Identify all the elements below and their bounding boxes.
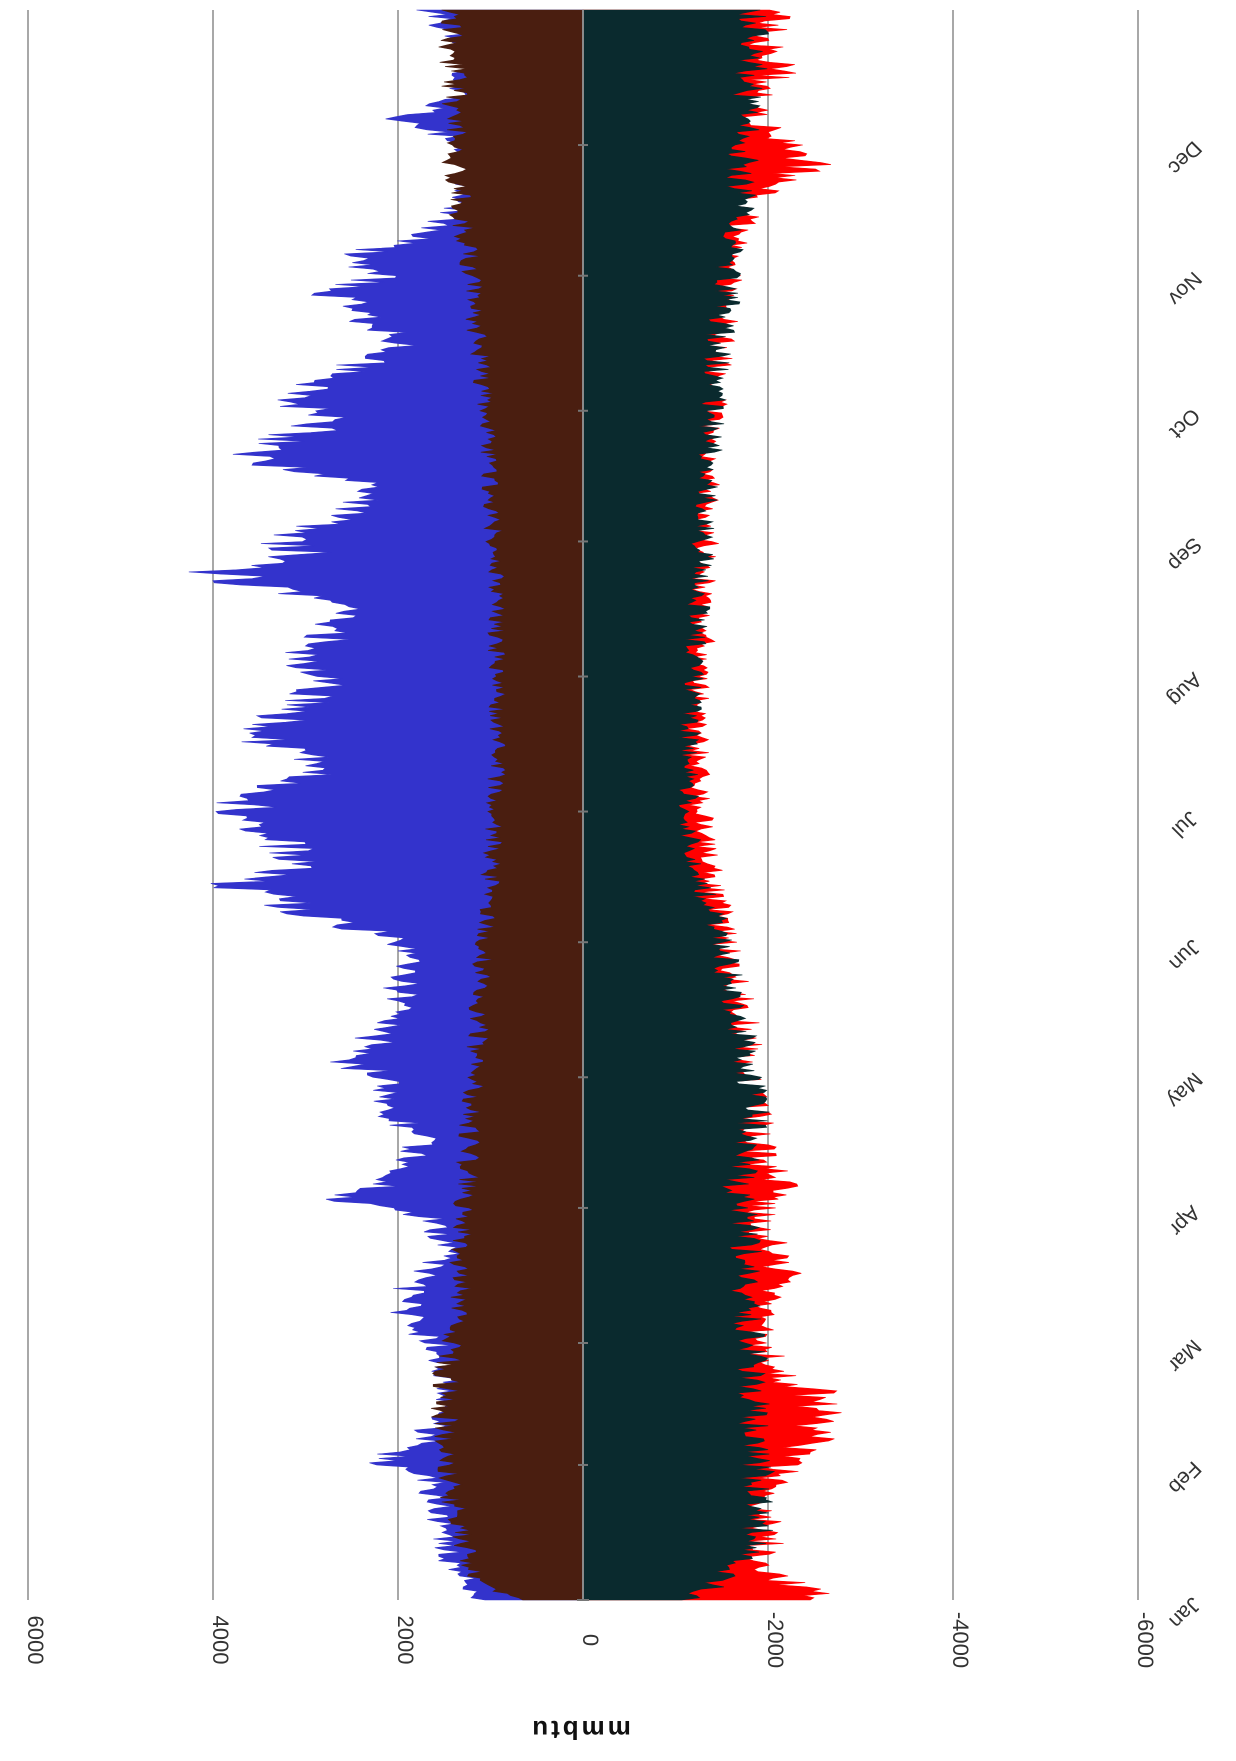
y-tick-label: 4000	[208, 1616, 233, 1665]
y-tick-label: -4000	[948, 1612, 973, 1668]
y-axis-title: mmbtu	[529, 1715, 631, 1745]
y-tick-label: -2000	[763, 1612, 788, 1668]
y-tick-label: -6000	[1133, 1612, 1158, 1668]
series-layer	[188, 9, 842, 1601]
series-area-positive-base	[430, 9, 584, 1601]
y-tick-label: 6000	[23, 1616, 48, 1665]
series-area-negative-base	[582, 9, 776, 1601]
y-tick-label: 0	[578, 1634, 603, 1646]
y-tick-label: 2000	[393, 1616, 418, 1665]
plot-area: JanFebMarAprMayJunJulAugSepOctNovDec6000…	[23, 9, 1207, 1668]
